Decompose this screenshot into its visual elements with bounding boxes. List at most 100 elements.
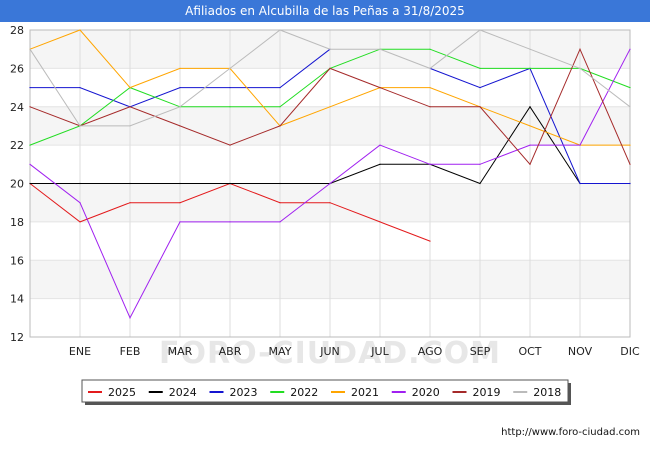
data-point (279, 221, 281, 223)
data-point (279, 29, 281, 31)
data-point (429, 48, 431, 50)
data-point (129, 317, 131, 319)
x-tick-label: MAR (168, 345, 193, 358)
y-tick-label: 12 (10, 331, 24, 344)
data-point (29, 48, 31, 50)
x-tick-label: ABR (219, 345, 242, 358)
data-point (229, 86, 231, 89)
data-point (429, 163, 431, 165)
data-point (529, 144, 531, 146)
data-point (279, 106, 281, 108)
data-point (179, 125, 181, 127)
data-point (179, 67, 181, 69)
legend-item-2025: 2025 (88, 386, 136, 399)
data-point (179, 221, 181, 223)
data-point (479, 182, 481, 185)
y-tick-label: 28 (10, 24, 24, 37)
data-point (379, 48, 381, 50)
data-point (229, 221, 231, 223)
data-point (579, 67, 581, 69)
legend-item-2020: 2020 (391, 386, 440, 399)
data-point (629, 182, 631, 185)
data-point (229, 144, 231, 146)
x-tick-labels: ENE FEB MAR ABR MAY JUN JUL AGO SEP OCT NOV DIC (69, 345, 640, 358)
data-point (329, 67, 331, 69)
legend: 2025 2024 2023 2022 2021 2020 2019 2018 (81, 379, 571, 405)
data-point (629, 86, 631, 89)
data-point (179, 106, 181, 108)
data-point (179, 182, 181, 185)
legend-label: 2018 (533, 386, 561, 399)
legend-label: 2024 (169, 386, 197, 399)
series-lines (29, 29, 631, 319)
data-point (279, 182, 281, 185)
data-point (279, 86, 281, 89)
data-point (479, 67, 481, 69)
data-point (429, 86, 431, 89)
data-point (479, 29, 481, 31)
data-point (529, 163, 531, 165)
data-point (529, 48, 531, 50)
data-point (579, 182, 581, 185)
legend-label: 2022 (290, 386, 318, 399)
data-point (129, 182, 131, 185)
x-tick-label: JUN (319, 345, 340, 358)
data-point (29, 144, 31, 146)
data-point (279, 125, 281, 127)
legend-item-2019: 2019 (452, 386, 501, 399)
data-point (79, 125, 81, 127)
data-point (79, 86, 81, 89)
data-point (529, 67, 531, 69)
data-point (479, 163, 481, 165)
data-point (79, 29, 81, 31)
data-point (579, 48, 581, 50)
data-point (479, 86, 481, 89)
legend-item-2018: 2018 (513, 386, 561, 399)
data-point (29, 106, 31, 108)
data-point (429, 67, 431, 69)
data-point (379, 221, 381, 223)
data-point (179, 86, 181, 89)
series-2019 (29, 47, 631, 166)
series-2020 (29, 48, 631, 319)
data-point (379, 163, 381, 165)
data-point (79, 182, 81, 185)
legend-label: 2023 (230, 386, 258, 399)
x-tick-label: AGO (418, 345, 443, 358)
y-tick-label: 18 (10, 216, 24, 229)
data-point (229, 106, 231, 108)
legend-item-2024: 2024 (148, 386, 197, 399)
x-tick-label: NOV (568, 345, 593, 358)
data-point (629, 144, 631, 146)
data-point (229, 182, 231, 185)
y-tick-labels: 12 14 16 18 20 22 24 26 28 (10, 24, 24, 344)
x-tick-label: JUL (370, 345, 389, 358)
chart-title: Afiliados en Alcubilla de las Peñas a 31… (185, 4, 465, 18)
data-point (629, 163, 631, 165)
x-tick-label: SEP (470, 345, 491, 358)
series-2018 (29, 29, 631, 127)
data-point (529, 125, 531, 127)
data-point (329, 48, 331, 50)
source-url: http://www.foro-ciudad.com (501, 427, 640, 438)
data-point (579, 144, 581, 146)
x-tick-label: ENE (69, 345, 91, 358)
data-point (129, 202, 131, 204)
data-point (629, 48, 631, 50)
watermark: FORO-CIUDAD.COM (159, 336, 501, 371)
legend-label: 2021 (351, 386, 379, 399)
data-point (379, 144, 381, 146)
data-point (329, 106, 331, 108)
y-tick-label: 24 (10, 101, 24, 114)
legend-item-2021: 2021 (331, 386, 379, 399)
y-tick-label: 22 (10, 139, 24, 152)
data-point (629, 106, 631, 108)
data-point (79, 202, 81, 204)
y-tick-label: 26 (10, 62, 24, 75)
y-tick-label: 14 (10, 293, 24, 306)
x-tick-label: OCT (518, 345, 541, 358)
legend-item-2022: 2022 (270, 386, 318, 399)
legend-label: 2025 (108, 386, 136, 399)
data-point (29, 182, 31, 185)
